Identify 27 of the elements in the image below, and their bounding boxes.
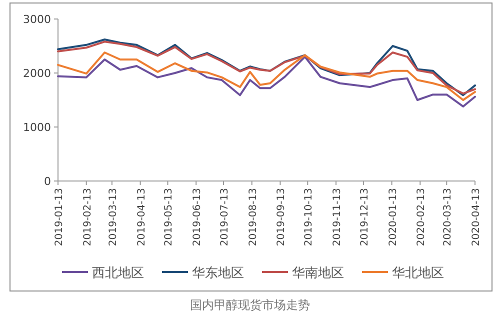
y-tick-label: 2000 [23, 67, 51, 80]
x-tick-label: 2019-02-13 [82, 188, 94, 246]
x-tick-label: 2020-01-13 [388, 188, 399, 246]
y-tick-label: 3000 [23, 13, 51, 26]
x-tick-label: 2019-07-13 [220, 188, 231, 246]
legend-label: 华东地区 [192, 265, 244, 280]
line-series [57, 56, 476, 108]
x-tick-label: 2019-12-13 [359, 188, 370, 246]
line-series [57, 51, 476, 101]
x-tick-label: 2020-02-13 [416, 188, 428, 246]
x-tick-label: 2019-09-13 [276, 188, 288, 246]
text: 国内甲醇现货市场走势 [190, 298, 310, 312]
legend-label: 华北地区 [392, 265, 444, 280]
x-tick-label: 2019-08-13 [248, 188, 259, 246]
x-tick-label: 2019-11-13 [332, 188, 343, 246]
y-tick-label: 0 [44, 175, 51, 188]
x-tick-label: 2019-10-13 [304, 188, 315, 246]
x-tick-label: 2019-04-13 [136, 188, 148, 246]
x-tick-label: 2019-03-13 [108, 188, 119, 246]
y-tick-label: 1000 [23, 121, 51, 134]
x-tick-label: 2020-04-13 [471, 188, 482, 246]
x-tick-label: 2019-06-13 [192, 188, 204, 246]
legend-label: 华南地区 [292, 265, 344, 280]
x-tick-label: 2019-01-13 [54, 188, 65, 246]
legend-label: 西北地区 [92, 265, 144, 280]
x-tick-label: 2020-03-13 [442, 188, 454, 246]
x-tick-label: 2019-05-13 [164, 188, 175, 246]
